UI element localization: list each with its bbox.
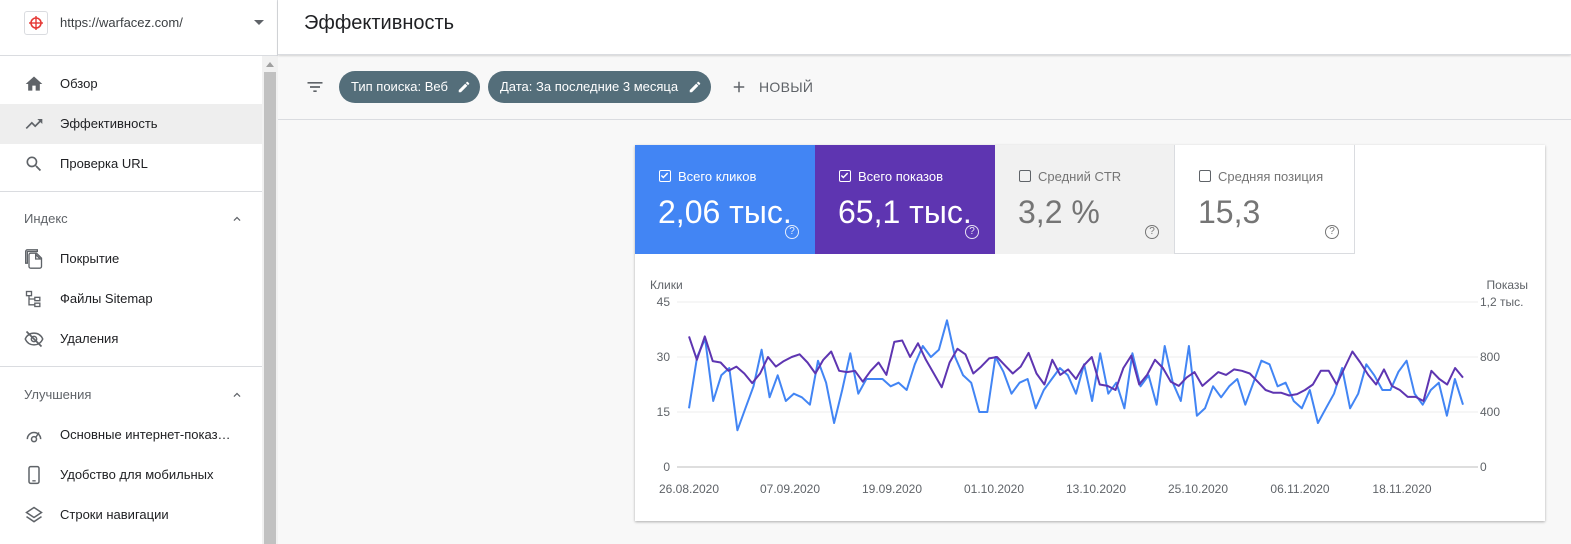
impressions-series-line (688, 335, 1464, 402)
divider (0, 191, 262, 192)
left-tick-label: 45 (657, 295, 671, 309)
chevron-up-icon (230, 212, 244, 231)
metric-average-position[interactable]: Средняя позиция 15,3 ? (1175, 145, 1355, 254)
sidebar-item-breadcrumbs[interactable]: Строки навигации (0, 495, 262, 535)
checkbox-checked-icon[interactable] (659, 170, 671, 182)
home-icon (24, 74, 44, 94)
x-tick-label: 25.10.2020 (1168, 482, 1228, 496)
performance-card: Всего кликов 2,06 тыс. ? Всего показов 6… (635, 145, 1545, 521)
metric-total-clicks[interactable]: Всего кликов 2,06 тыс. ? (635, 145, 815, 254)
sidebar-item-label: Проверка URL (60, 156, 148, 171)
dropdown-arrow-icon[interactable] (254, 20, 264, 25)
help-icon[interactable]: ? (965, 225, 979, 239)
sidebar-item-core-web-vitals[interactable]: Основные интернет-показ… (0, 415, 262, 455)
metric-value: 2,06 тыс. (658, 194, 792, 230)
sidebar-item-removals[interactable]: Удаления (0, 319, 262, 359)
edit-pencil-icon[interactable] (688, 80, 702, 97)
property-selector[interactable]: https://warfacez.com/ (0, 0, 278, 56)
help-icon[interactable]: ? (785, 225, 799, 239)
x-tick-label: 07.09.2020 (760, 482, 820, 496)
sidebar-item-performance[interactable]: Эффективность (0, 104, 262, 144)
metric-total-impressions[interactable]: Всего показов 65,1 тыс. ? (815, 145, 995, 254)
right-tick-label: 400 (1480, 405, 1500, 419)
filter-chip-date[interactable]: Дата: За последние 3 месяца (488, 71, 711, 103)
sidebar-item-label: Обзор (60, 76, 98, 91)
x-tick-label: 01.10.2020 (964, 482, 1024, 496)
clicks-series-line (688, 319, 1464, 432)
sidebar-item-label: Удаления (60, 331, 119, 346)
metric-label: Всего показов (858, 169, 943, 184)
filter-bar: Тип поиска: Веб Дата: За последние 3 мес… (278, 56, 1571, 120)
section-header-index[interactable]: Индекс (0, 199, 262, 239)
right-tick-label: 800 (1480, 350, 1500, 364)
sidebar-item-label: Удобство для мобильных (60, 467, 214, 482)
sitemap-icon (24, 289, 44, 309)
page-title: Эффективность (304, 12, 455, 34)
right-tick-label: 0 (1480, 460, 1487, 474)
chevron-up-icon (230, 388, 244, 407)
smartphone-icon (24, 465, 44, 485)
sidebar-item-label: Покрытие (60, 251, 120, 266)
x-tick-label: 18.11.2020 (1372, 482, 1431, 496)
sidebar-item-label: Эффективность (60, 116, 158, 131)
checkbox-checked-icon[interactable] (839, 170, 851, 182)
x-tick-label: 26.08.2020 (659, 482, 719, 496)
section-label: Индекс (24, 211, 68, 226)
right-tick-label: 1,2 тыс. (1480, 295, 1523, 309)
chip-label: Тип поиска: Веб (351, 79, 448, 94)
section-header-enhancements[interactable]: Улучшения (0, 375, 262, 415)
page-header: Эффективность (278, 0, 1571, 55)
filter-chip-search-type[interactable]: Тип поиска: Веб (339, 71, 480, 103)
sidebar-item-label: Строки навигации (60, 507, 169, 522)
metric-label: Всего кликов (678, 169, 757, 184)
search-icon (24, 154, 44, 174)
chip-label: Дата: За последние 3 месяца (500, 79, 679, 94)
metric-value: 15,3 (1198, 194, 1261, 230)
metric-average-ctr[interactable]: Средний CTR 3,2 % ? (995, 145, 1175, 254)
sidebar-item-label: Файлы Sitemap (60, 291, 153, 306)
x-tick-label: 06.11.2020 (1270, 482, 1329, 496)
scrollbar-thumb[interactable] (264, 72, 276, 544)
sidebar-item-mobile-usability[interactable]: Удобство для мобильных (0, 455, 262, 495)
x-tick-label: 13.10.2020 (1066, 482, 1126, 496)
property-favicon-icon (24, 11, 48, 35)
help-icon[interactable]: ? (1145, 225, 1159, 239)
sidebar-item-coverage[interactable]: Покрытие (0, 239, 262, 279)
trending-up-icon (24, 114, 44, 134)
sidebar-scrollbar[interactable] (262, 56, 278, 544)
right-axis-title: Показы (1487, 278, 1528, 292)
sidebar: https://warfacez.com/ Обзор Эффективност… (0, 0, 278, 544)
left-tick-label: 0 (663, 460, 670, 474)
new-filter-label: НОВЫЙ (759, 79, 814, 95)
file-copy-icon (24, 249, 44, 269)
section-label: Улучшения (24, 387, 92, 402)
checkbox-unchecked-icon[interactable] (1199, 170, 1211, 182)
left-tick-label: 15 (657, 405, 671, 419)
performance-chart[interactable]: Клики Показы 45 30 15 0 1,2 тыс. 800 400 0 26.… (635, 254, 1545, 521)
sidebar-item-url-inspection[interactable]: Проверка URL (0, 144, 262, 184)
speedometer-icon (24, 425, 44, 445)
scroll-up-arrow-icon[interactable] (266, 62, 274, 67)
x-tick-label: 19.09.2020 (862, 482, 922, 496)
left-tick-label: 30 (657, 350, 671, 364)
sidebar-item-sitemaps[interactable]: Файлы Sitemap (0, 279, 262, 319)
layers-icon (24, 505, 44, 525)
help-icon[interactable]: ? (1325, 225, 1339, 239)
plus-icon (730, 78, 748, 101)
left-axis-title: Клики (650, 278, 683, 292)
checkbox-unchecked-icon[interactable] (1019, 170, 1031, 182)
metric-value: 65,1 тыс. (838, 194, 972, 230)
metric-label: Средний CTR (1038, 169, 1122, 184)
sidebar-item-label: Основные интернет-показ… (60, 427, 231, 442)
property-url: https://warfacez.com/ (60, 15, 183, 30)
edit-pencil-icon[interactable] (457, 80, 471, 97)
metric-value: 3,2 % (1018, 194, 1100, 230)
divider (0, 366, 262, 367)
filter-icon[interactable] (305, 77, 325, 102)
metric-label: Средняя позиция (1218, 169, 1324, 184)
sidebar-item-overview[interactable]: Обзор (0, 64, 262, 104)
visibility-off-icon (24, 329, 44, 349)
